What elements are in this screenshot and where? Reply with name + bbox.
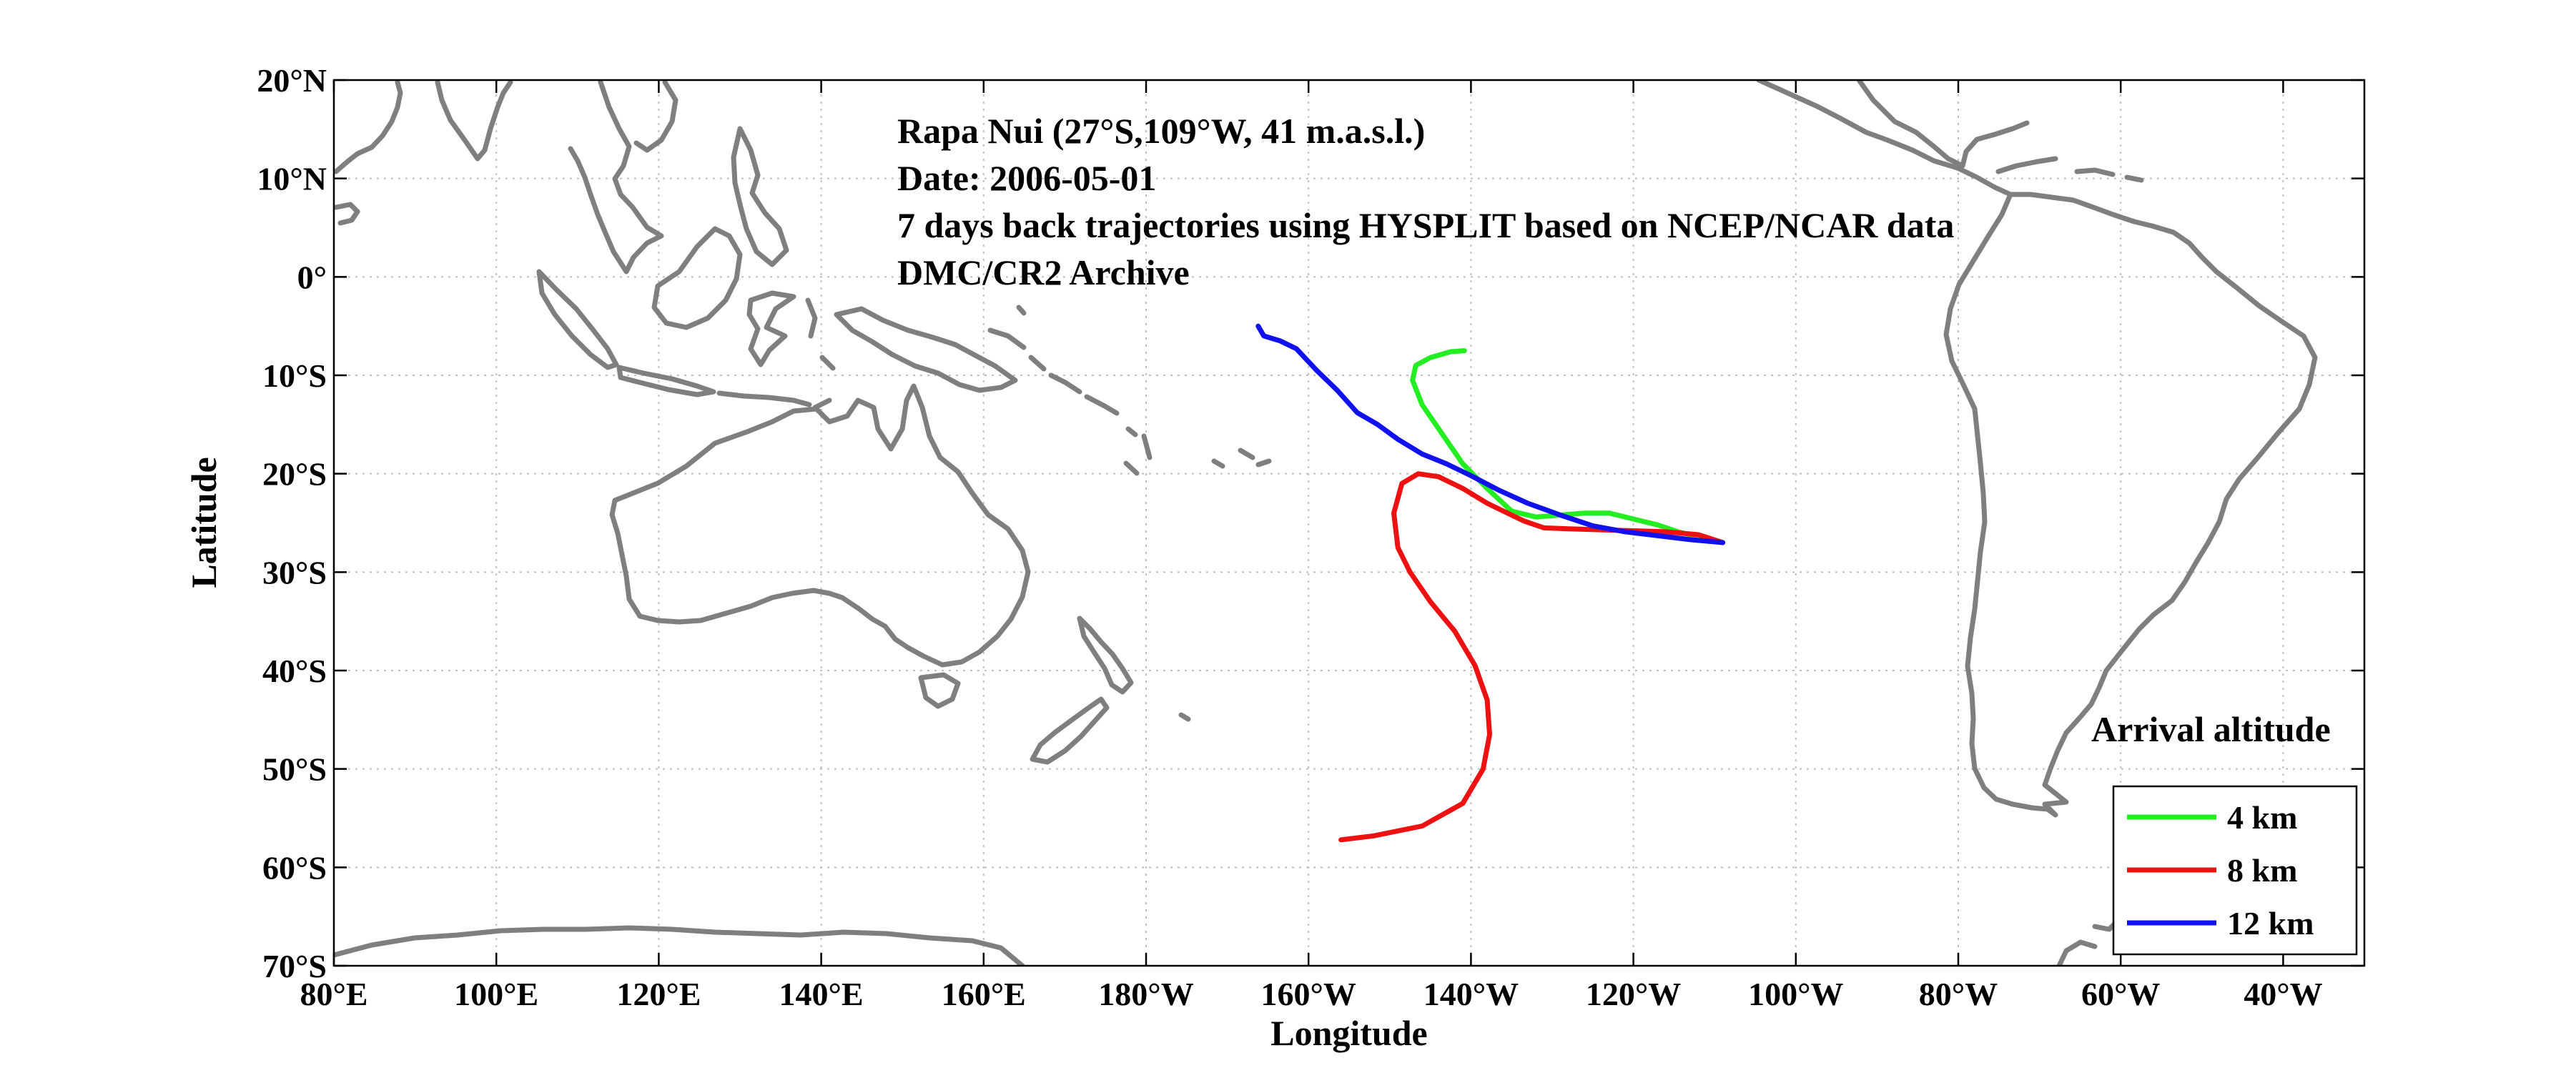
coastline-bismarck bbox=[987, 327, 1047, 372]
coastline-tasmania bbox=[918, 672, 961, 709]
coastline-solomons bbox=[1048, 372, 1120, 416]
x-tick-label-10: 80°W bbox=[1919, 976, 1998, 1012]
coastline-pacific-islands bbox=[1016, 305, 1225, 722]
coastline-australia bbox=[609, 383, 1031, 668]
coastline-north-america bbox=[1756, 80, 2013, 197]
legend-label-4km: 4 km bbox=[2227, 799, 2297, 836]
trajectory-line-4km bbox=[1410, 348, 1726, 545]
legend-entry-8km: 8 km bbox=[2127, 852, 2297, 889]
y-tick-label-2: 0° bbox=[297, 259, 327, 295]
x-tick-label-6: 160°W bbox=[1260, 976, 1356, 1012]
coastline-east-africa bbox=[334, 80, 403, 174]
coastline-moluccas bbox=[805, 297, 836, 371]
annotation-block: Rapa Nui (27°S,109°W, 41 m.a.s.l.) Date:… bbox=[897, 111, 1954, 292]
trajectory-line-8km bbox=[1338, 471, 1726, 843]
annotation-site: Rapa Nui (27°S,109°W, 41 m.a.s.l.) bbox=[897, 111, 1425, 151]
x-tick-label-3: 140°E bbox=[779, 976, 864, 1012]
coastline-new-zealand-north bbox=[1077, 615, 1134, 695]
legend-entry-4km: 4 km bbox=[2127, 799, 2297, 836]
x-tick-label-4: 160°E bbox=[942, 976, 1026, 1012]
trajectories bbox=[1255, 323, 1726, 843]
annotation-date: Date: 2006-05-01 bbox=[897, 158, 1156, 198]
coastline-caribbean bbox=[2074, 167, 2144, 183]
coastline-south-america bbox=[1943, 192, 2318, 818]
legend-entry-12km: 12 km bbox=[2127, 905, 2314, 941]
coastline-india bbox=[435, 80, 513, 162]
coastline-sumatra bbox=[536, 269, 619, 370]
x-tick-label-11: 60°W bbox=[2081, 976, 2160, 1012]
plot-frame bbox=[332, 79, 2366, 967]
y-tick-label-3: 10°S bbox=[262, 357, 327, 394]
coastline-indochina bbox=[568, 80, 664, 275]
y-tick-label-8: 60°S bbox=[262, 849, 327, 886]
annotation-method: 7 days back trajectories using HYSPLIT b… bbox=[897, 205, 1954, 245]
x-tick-label-7: 140°W bbox=[1423, 976, 1519, 1012]
coastline-arabia-edge bbox=[334, 202, 360, 226]
x-axis-title: Longitude bbox=[1270, 1013, 1428, 1053]
coastline-sulawesi bbox=[746, 290, 796, 367]
x-tick-label-1: 100°E bbox=[454, 976, 538, 1012]
y-tick-label-6: 40°S bbox=[262, 653, 327, 689]
legend-title: Arrival altitude bbox=[2091, 709, 2331, 749]
coastline-antarctica bbox=[334, 925, 1025, 966]
y-tick-label-1: 10°N bbox=[257, 161, 327, 197]
coastline-borneo bbox=[651, 226, 743, 330]
coastline-philippines bbox=[731, 126, 789, 267]
axis-ticks: 80°E 100°E 120°E 140°E 160°E 180°W 160°W 140°W 1… bbox=[257, 62, 2364, 1012]
y-tick-label-5: 30°S bbox=[262, 554, 327, 590]
legend-label-8km: 8 km bbox=[2227, 852, 2297, 889]
coastline-lesser-sunda bbox=[716, 390, 832, 410]
coastline-new-zealand-south bbox=[1030, 696, 1110, 765]
x-tick-label-9: 100°W bbox=[1748, 976, 1843, 1012]
x-tick-label-0: 80°E bbox=[300, 976, 367, 1012]
x-tick-label-12: 40°W bbox=[2244, 976, 2322, 1012]
y-tick-label-0: 20°N bbox=[257, 62, 327, 99]
y-tick-label-4: 20°S bbox=[262, 456, 327, 493]
y-axis-title: Latitude bbox=[184, 457, 224, 588]
legend: 4 km 8 km 12 km bbox=[2112, 785, 2358, 956]
coastline-java bbox=[616, 365, 716, 397]
x-tick-label-8: 120°W bbox=[1586, 976, 1681, 1012]
x-tick-label-2: 120°E bbox=[616, 976, 701, 1012]
grid-lines bbox=[333, 79, 2364, 966]
y-tick-label-7: 50°S bbox=[262, 751, 327, 788]
coastline-vanuatu-fiji bbox=[1123, 433, 1272, 476]
coastline-china-coast bbox=[633, 80, 678, 153]
trajectory-line-12km bbox=[1255, 323, 1726, 545]
y-tick-label-9: 70°S bbox=[262, 948, 327, 984]
coastline-gulf-mexico bbox=[1856, 80, 2058, 174]
coastline-new-guinea bbox=[834, 306, 1018, 393]
annotation-archive: DMC/CR2 Archive bbox=[897, 252, 1190, 292]
legend-label-12km: 12 km bbox=[2227, 905, 2314, 941]
x-tick-label-5: 180°W bbox=[1098, 976, 1193, 1012]
